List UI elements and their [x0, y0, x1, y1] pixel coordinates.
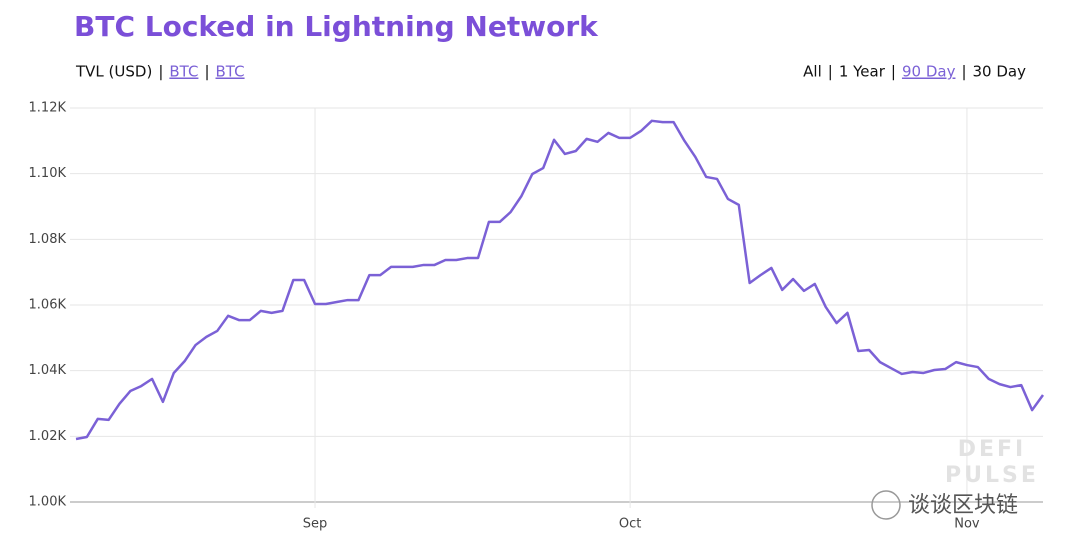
separator: |: [961, 63, 966, 81]
range-option[interactable]: 90 Day: [902, 63, 956, 81]
y-tick-label: 1.00K: [29, 495, 67, 510]
x-tick-label: Sep: [303, 517, 328, 532]
separator: |: [158, 63, 163, 81]
separator: |: [828, 63, 833, 81]
credit-icon: [871, 490, 901, 520]
link[interactable]: BTC: [169, 63, 198, 81]
grid: 1.00K 1.02K 1.04K 1.06K 1.08K 1.10K 1.12K Sep Oc…: [29, 101, 1043, 532]
separator: |: [204, 63, 209, 81]
watermark-text: PULSE: [945, 463, 1039, 488]
x-tick-label: Nov: [954, 517, 980, 532]
credit-text: 谈谈区块链: [908, 493, 1018, 518]
separator: |: [891, 63, 896, 81]
range-option[interactable]: 30 Day: [973, 63, 1027, 81]
x-tick-label: Oct: [619, 517, 641, 532]
chart-title: BTC Locked in Lightning Network: [74, 10, 599, 43]
y-tick-label: 1.10K: [29, 166, 67, 181]
y-tick-label: 1.02K: [29, 429, 67, 444]
plot: [75, 119, 1045, 441]
y-tick-label: 1.08K: [29, 232, 67, 247]
unit-label: TVL (USD): [75, 63, 152, 81]
y-tick-label: 1.12K: [29, 101, 67, 116]
watermark-text: DEFI: [958, 437, 1027, 462]
link[interactable]: BTC: [216, 63, 245, 81]
range-option[interactable]: All: [803, 63, 822, 81]
data-line: [75, 119, 1045, 441]
header-controls: TVL (USD) | BTC | BTC 30 Day | 90 Day | 1 Year | Al…: [75, 63, 1026, 81]
range-option[interactable]: 1 Year: [839, 63, 886, 81]
y-tick-label: 1.04K: [29, 363, 67, 378]
y-tick-label: 1.06K: [29, 298, 67, 313]
